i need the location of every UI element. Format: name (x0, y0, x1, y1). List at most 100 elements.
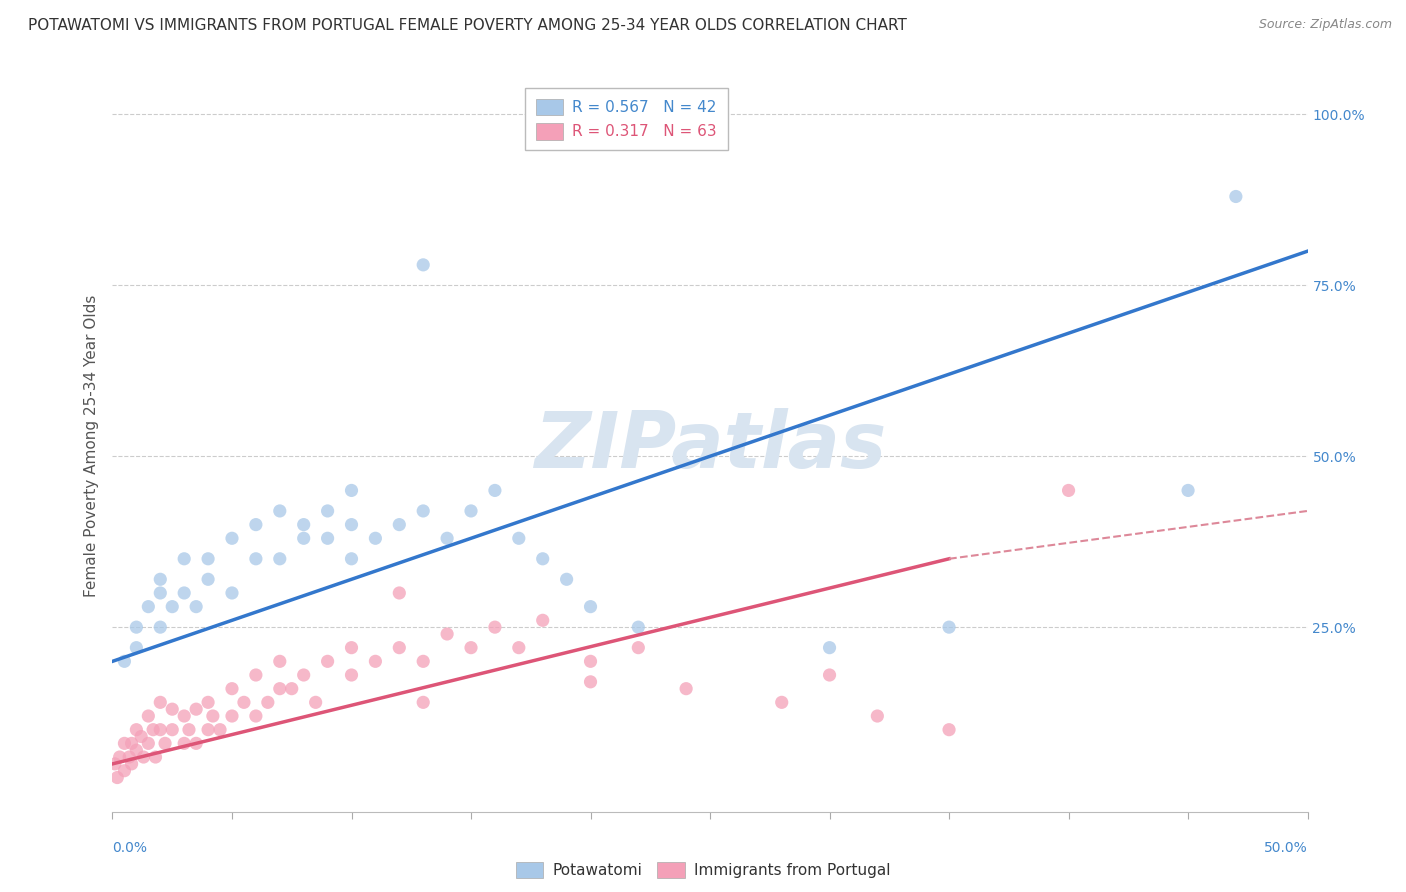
Point (118, 750, 141, 764)
Point (129, 730, 152, 744)
Point (579, 599, 602, 614)
Point (125, 743, 148, 757)
Point (173, 586, 195, 600)
Point (579, 674, 602, 689)
Point (281, 681, 304, 696)
Point (145, 750, 167, 764)
Point (121, 756, 143, 771)
Point (627, 620, 650, 634)
Point (436, 627, 458, 641)
Point (305, 695, 328, 709)
Point (818, 640, 841, 655)
Point (364, 654, 387, 668)
Point (340, 640, 363, 655)
Point (125, 620, 148, 634)
Point (186, 599, 208, 614)
Point (132, 750, 155, 764)
Point (221, 531, 243, 545)
Point (531, 613, 554, 627)
Point (142, 723, 165, 737)
Point (340, 517, 363, 532)
Point (412, 695, 434, 709)
Point (149, 620, 172, 634)
Point (292, 517, 315, 532)
Point (460, 504, 482, 518)
Point (1057, 483, 1080, 498)
Point (173, 736, 195, 750)
Legend: Potawatomi, Immigrants from Portugal: Potawatomi, Immigrants from Portugal (509, 856, 897, 884)
Point (173, 551, 195, 566)
Text: 50.0%: 50.0% (1264, 841, 1308, 855)
Point (484, 620, 506, 634)
Point (484, 483, 506, 498)
Point (340, 551, 363, 566)
Point (292, 668, 315, 682)
Point (364, 531, 387, 545)
Point (460, 640, 482, 655)
Point (108, 750, 131, 764)
Point (938, 723, 960, 737)
Point (149, 586, 172, 600)
Point (1225, 189, 1247, 203)
Point (316, 531, 339, 545)
Point (186, 702, 208, 716)
Point (292, 531, 315, 545)
Text: 0.0%: 0.0% (112, 841, 148, 855)
Point (149, 723, 172, 737)
Point (221, 709, 243, 723)
Point (818, 668, 841, 682)
Point (197, 723, 219, 737)
Point (436, 531, 458, 545)
Point (269, 504, 291, 518)
Text: ZIPatlas: ZIPatlas (534, 408, 886, 484)
Point (508, 531, 530, 545)
Point (162, 599, 183, 614)
Point (388, 586, 411, 600)
Point (316, 504, 339, 518)
Point (173, 709, 195, 723)
Point (114, 736, 135, 750)
Point (245, 668, 267, 682)
Point (125, 723, 148, 737)
Point (245, 517, 267, 532)
Point (675, 681, 697, 696)
Point (114, 654, 135, 668)
Point (149, 572, 172, 586)
Point (316, 654, 339, 668)
Point (555, 572, 578, 586)
Point (209, 723, 232, 737)
Point (197, 572, 219, 586)
Point (162, 723, 183, 737)
Point (221, 586, 243, 600)
Point (579, 654, 602, 668)
Point (340, 483, 363, 498)
Point (388, 640, 411, 655)
Point (114, 764, 135, 778)
Y-axis label: Female Poverty Among 25-34 Year Olds: Female Poverty Among 25-34 Year Olds (83, 295, 98, 597)
Point (138, 709, 160, 723)
Point (412, 504, 434, 518)
Point (938, 620, 960, 634)
Point (149, 695, 172, 709)
Text: Source: ZipAtlas.com: Source: ZipAtlas.com (1258, 18, 1392, 31)
Point (121, 736, 143, 750)
Point (770, 695, 793, 709)
Point (269, 654, 291, 668)
Point (412, 258, 434, 272)
Point (412, 654, 434, 668)
Point (125, 640, 148, 655)
Point (186, 736, 208, 750)
Legend: R = 0.567   N = 42, R = 0.317   N = 63: R = 0.567 N = 42, R = 0.317 N = 63 (524, 88, 728, 150)
Point (197, 551, 219, 566)
Point (221, 681, 243, 696)
Point (269, 681, 291, 696)
Point (233, 695, 256, 709)
Point (340, 668, 363, 682)
Point (627, 640, 650, 655)
Point (245, 709, 267, 723)
Point (257, 695, 280, 709)
Text: POTAWATOMI VS IMMIGRANTS FROM PORTUGAL FEMALE POVERTY AMONG 25-34 YEAR OLDS CORR: POTAWATOMI VS IMMIGRANTS FROM PORTUGAL F… (28, 18, 907, 33)
Point (269, 551, 291, 566)
Point (245, 551, 267, 566)
Point (1177, 483, 1199, 498)
